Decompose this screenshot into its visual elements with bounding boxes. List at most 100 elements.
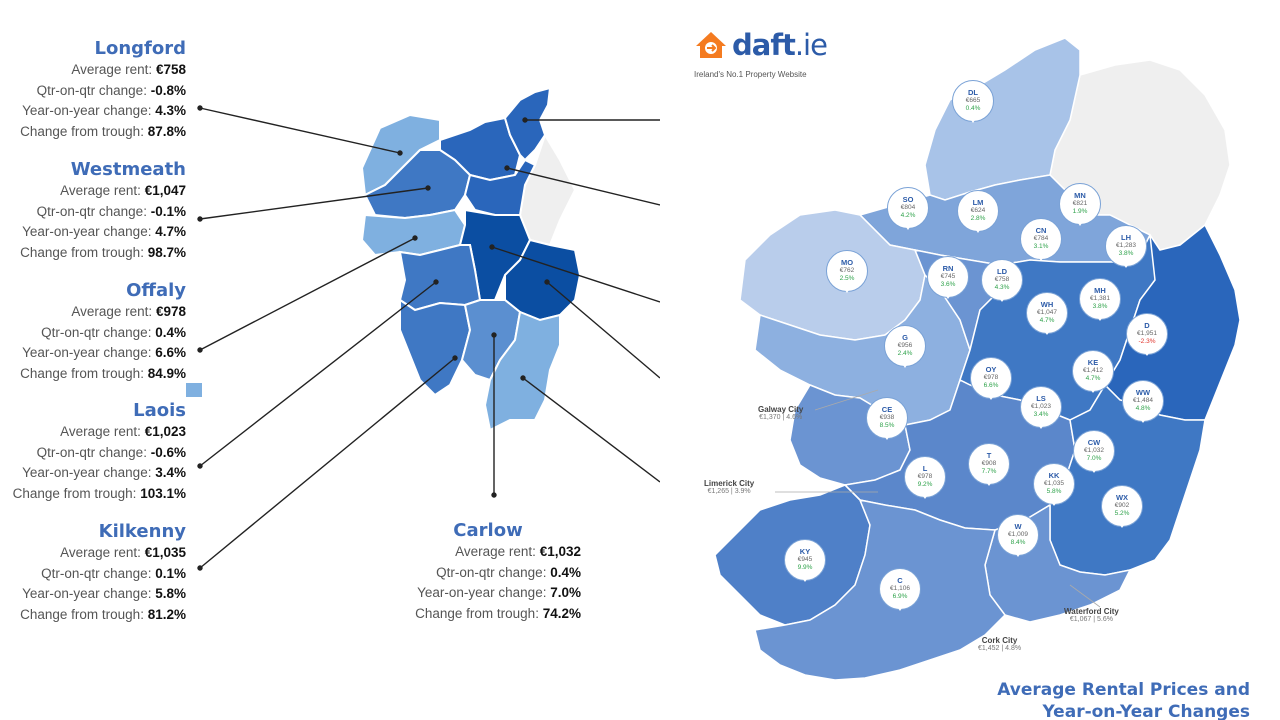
qtr-change-label: Qtr-on-qtr change: (36, 444, 147, 460)
pin-rent: €978 (983, 374, 999, 381)
pin-ky[interactable]: KY €945 9.9% (784, 539, 826, 585)
pin-mn[interactable]: MN €821 1.9% (1059, 183, 1101, 229)
pin-ww[interactable]: WW €1,484 4.8% (1122, 380, 1164, 426)
county-south-left-shape (399, 298, 472, 397)
pin-t[interactable]: T €908 7.7% (968, 443, 1010, 489)
offaly-bar-marker (186, 383, 202, 397)
leader-dot-longford-map (397, 150, 403, 156)
pin-ld[interactable]: LD €758 4.3% (981, 259, 1023, 305)
average-rent-label: Average rent: (455, 544, 536, 559)
pin-code: WX (1115, 493, 1129, 502)
pin-rent: €1,009 (1008, 531, 1028, 538)
county-info-westmeath: Westmeath Average rent: €1,047 Qtr-on-qt… (0, 159, 186, 263)
pin-code: KE (1087, 358, 1099, 367)
pin-w[interactable]: W €1,009 8.4% (997, 514, 1039, 560)
pin-rent: €665 (965, 97, 981, 104)
qtr-change-value: -0.8% (150, 82, 186, 98)
pin-change: 5.2% (1114, 510, 1130, 517)
pin-change: 3.6% (940, 281, 956, 288)
leader-line-right-4 (546, 281, 660, 379)
yoy-change-value: 5.8% (155, 586, 186, 602)
pin-change: 3.8% (1092, 303, 1108, 310)
pin-tip (1116, 519, 1128, 528)
pin-code: CN (1035, 226, 1047, 235)
pin-rent: €1,047 (1037, 309, 1057, 316)
pin-circle: L €978 9.2% (904, 456, 946, 498)
logo-wordmark: daft.ie (732, 28, 828, 62)
pin-rent: €821 (1072, 200, 1088, 207)
pin-rent: €1,951 (1137, 330, 1157, 337)
pin-oy[interactable]: OY €978 6.6% (970, 357, 1012, 403)
county-name: Carlow (453, 520, 523, 541)
pin-mo[interactable]: MO €762 2.5% (826, 250, 868, 296)
pin-wx[interactable]: WX €902 5.2% (1101, 485, 1143, 531)
yoy-change-label: Year-on-year change: (22, 224, 152, 240)
leader-line-westmeath (199, 187, 429, 220)
pin-change: 2.8% (970, 215, 986, 222)
pin-so[interactable]: SO €804 4.2% (887, 187, 929, 233)
yoy-change-value: 4.7% (155, 224, 186, 240)
qtr-change-value: 0.4% (550, 564, 581, 580)
pin-code: MH (1094, 286, 1106, 295)
pin-c[interactable]: C €1,106 6.9% (879, 568, 921, 614)
pin-code: T (986, 451, 992, 460)
pin-tip (894, 602, 906, 611)
pin-g[interactable]: G €956 2.4% (884, 325, 926, 371)
pin-tip (1035, 420, 1047, 429)
pin-change: 5.8% (1046, 488, 1062, 495)
pin-code: LH (1121, 233, 1131, 242)
leader-dot-right-4 (544, 279, 550, 285)
pin-d[interactable]: D €1,951 -2.3% (1126, 313, 1168, 359)
galway-city-leader (814, 389, 879, 411)
pin-tip (1074, 217, 1086, 226)
city-label-limerick: Limerick City €1,265 | 3.9% (704, 479, 754, 495)
trough-change-label: Change from trough: (20, 123, 144, 139)
pin-kk[interactable]: KK €1,035 5.8% (1033, 463, 1075, 509)
qtr-change-label: Qtr-on-qtr change: (36, 203, 147, 219)
leader-dot-westmeath (197, 216, 203, 222)
pin-code: W (1014, 522, 1022, 531)
house-logo-icon (696, 32, 726, 58)
map-title-line-1: Average Rental Prices and (997, 680, 1250, 700)
pin-change: 7.0% (1086, 455, 1102, 462)
trough-change-label: Change from trough: (12, 485, 137, 501)
pin-rent: €956 (897, 342, 913, 349)
pin-cw[interactable]: CW €1,032 7.0% (1073, 430, 1115, 476)
city-label-cork: Cork City €1,452 | 4.8% (978, 636, 1021, 652)
pin-rent: €938 (879, 414, 895, 421)
pin-code: MN (1074, 191, 1086, 200)
pin-ke[interactable]: KE €1,412 4.7% (1072, 350, 1114, 396)
city-name: Galway City (758, 405, 804, 414)
pin-rent: €624 (970, 207, 986, 214)
pin-lm[interactable]: LM €624 2.8% (957, 190, 999, 236)
city-label-galway: Galway City €1,370 | 4.6% (758, 405, 803, 421)
pin-ce[interactable]: CE €938 8.5% (866, 397, 908, 443)
pin-ls[interactable]: LS €1,023 3.4% (1020, 386, 1062, 432)
city-name: Limerick City (704, 479, 755, 488)
map-title-line-2: Year-on-Year Changes (1042, 702, 1250, 720)
leader-dot-laois (197, 463, 203, 469)
trough-change-row: Change from trough: 87.8% (0, 122, 186, 143)
pin-tip (1012, 548, 1024, 557)
pin-dl[interactable]: DL €665 0.4% (952, 80, 994, 126)
pin-wh[interactable]: WH €1,047 4.7% (1026, 292, 1068, 338)
yoy-change-row: Year-on-year change: 4.3% (0, 101, 186, 122)
average-rent-row: Average rent: €758 (0, 60, 186, 81)
pin-cn[interactable]: CN €784 3.1% (1020, 218, 1062, 264)
pin-rent: €758 (994, 276, 1010, 283)
pin-change: 9.9% (797, 564, 813, 571)
pin-mh[interactable]: MH €1,381 3.8% (1079, 278, 1121, 324)
pin-tip (899, 359, 911, 368)
yoy-change-label: Year-on-year change: (22, 586, 152, 602)
pin-rent: €1,106 (890, 585, 910, 592)
pin-rn[interactable]: RN €745 3.6% (927, 256, 969, 302)
city-value: €1,452 | 4.8% (978, 645, 1022, 652)
average-rent-label: Average rent: (71, 304, 153, 319)
pin-l[interactable]: L €978 9.2% (904, 456, 946, 502)
pin-lh[interactable]: LH €1,283 3.8% (1105, 225, 1147, 271)
qtr-change-row: Qtr-on-qtr change: -0.8% (0, 81, 186, 102)
pin-change: 4.2% (900, 212, 916, 219)
pin-code: WH (1040, 300, 1054, 309)
qtr-change-row: Qtr-on-qtr change: -0.6% (0, 443, 186, 464)
pin-tip (1035, 252, 1047, 261)
